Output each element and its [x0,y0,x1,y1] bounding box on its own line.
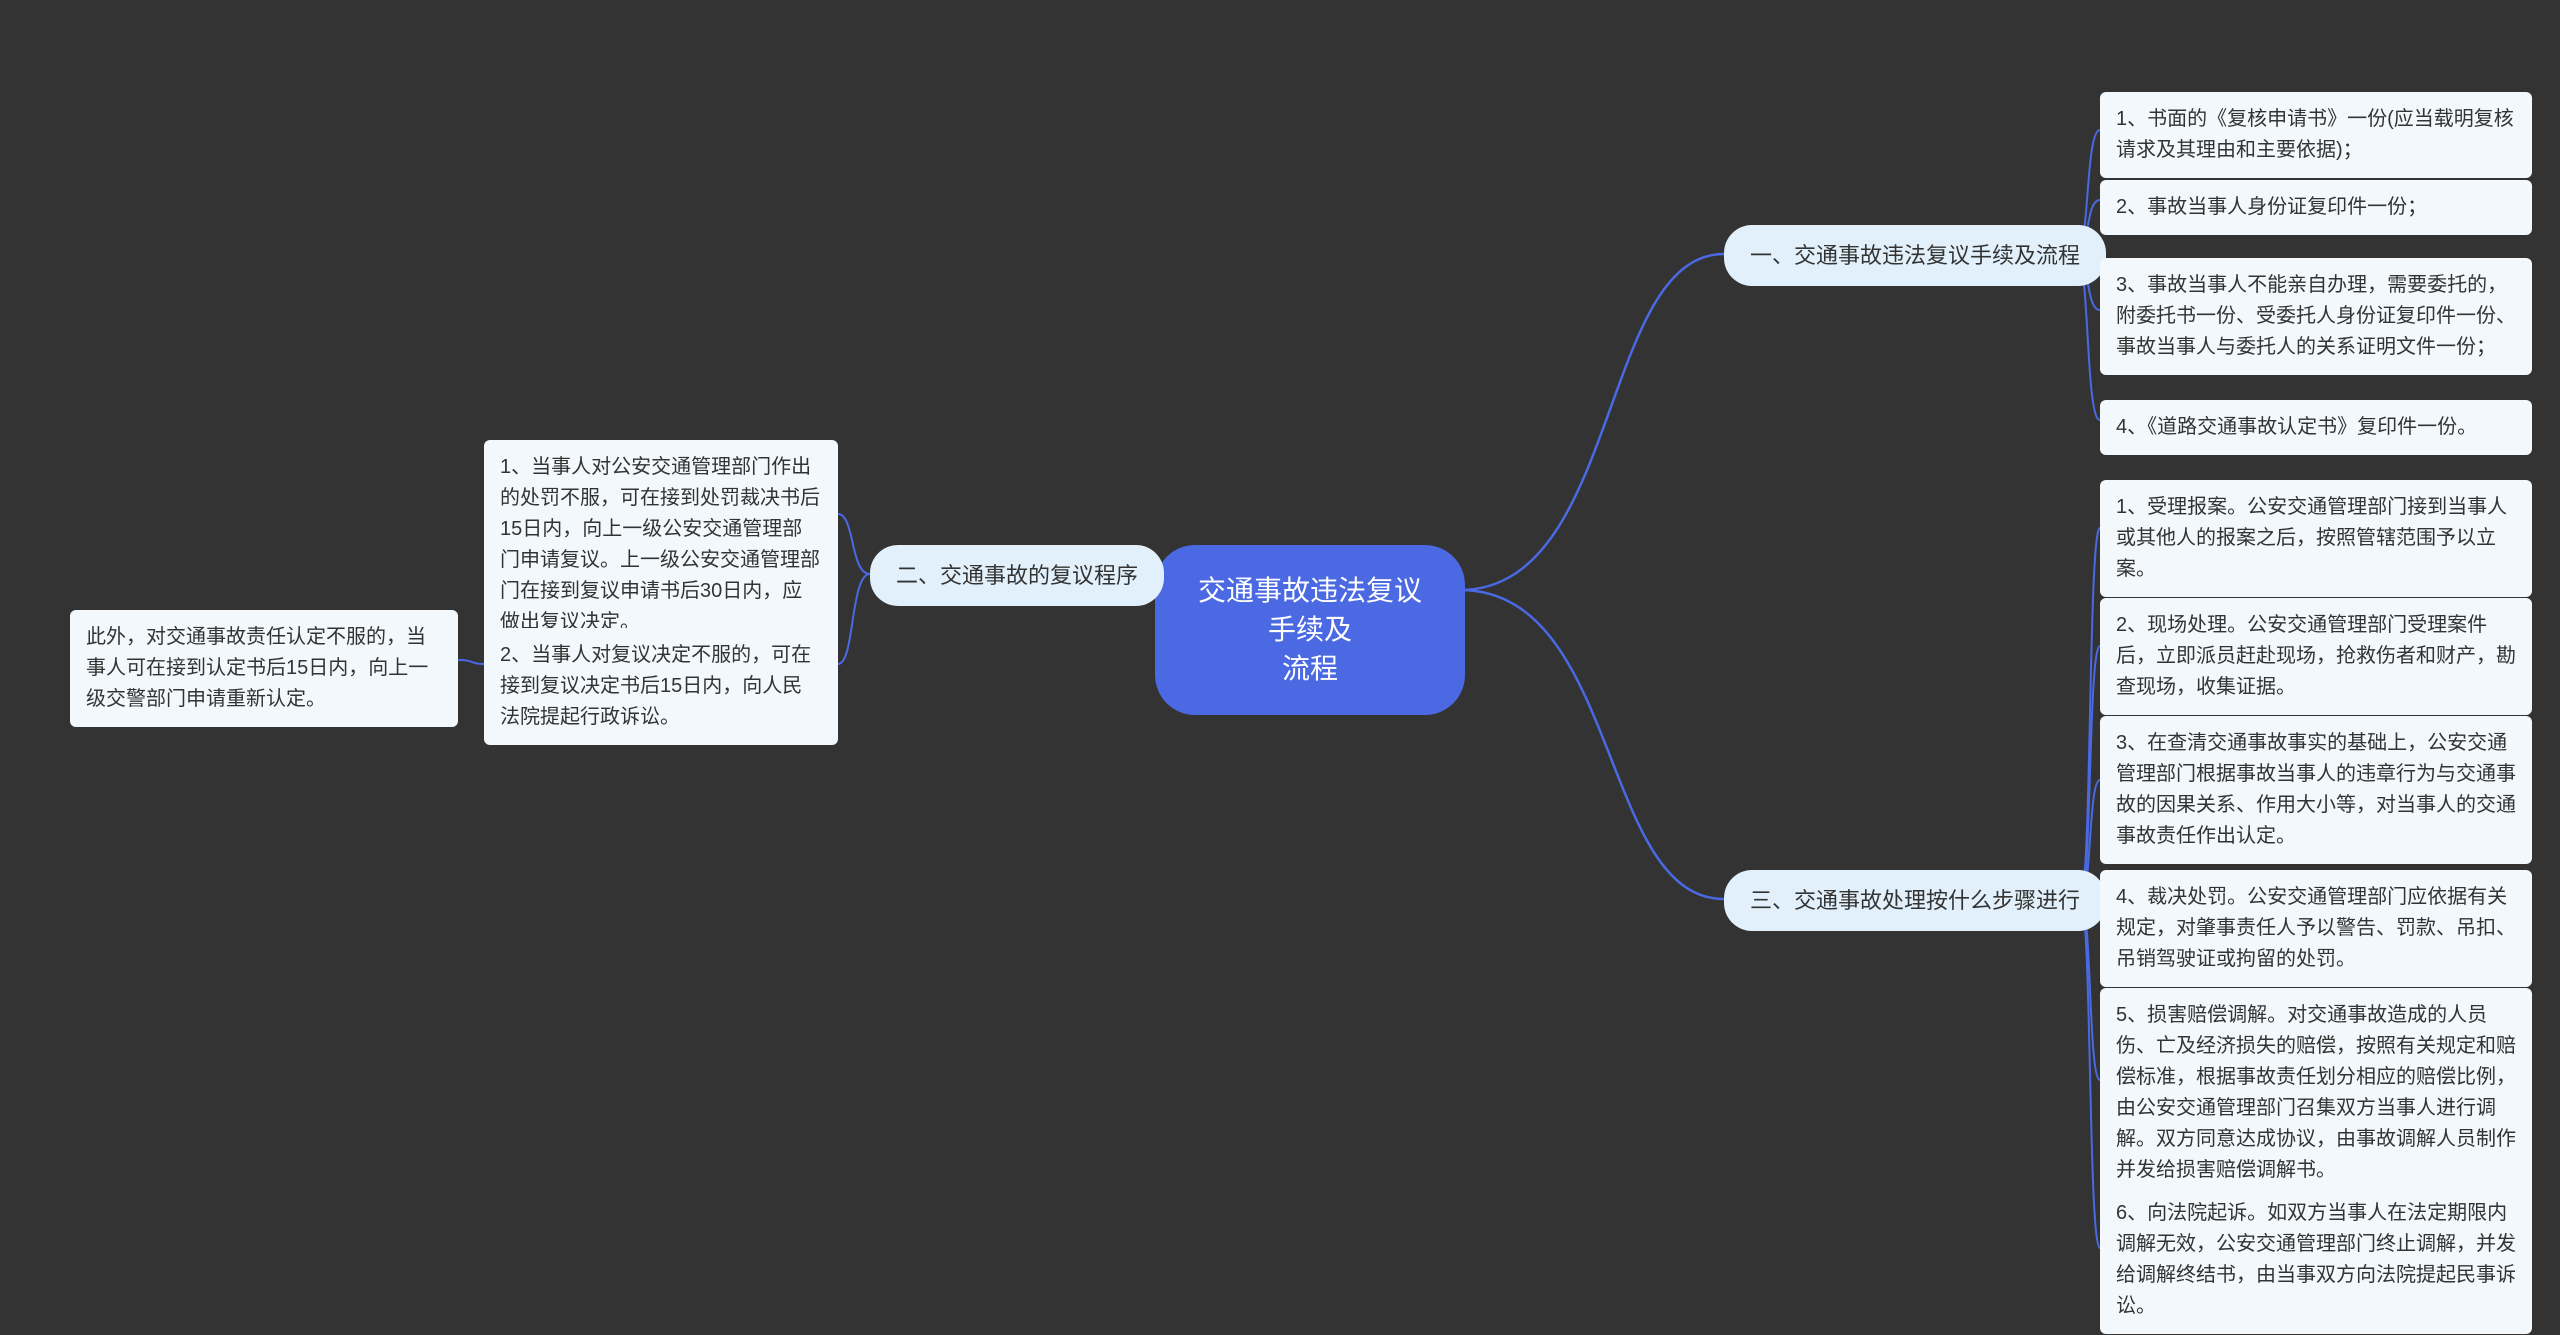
root-title-line1: 交通事故违法复议手续及 [1198,575,1422,645]
branch-1-leaf-4[interactable]: 4、《道路交通事故认定书》复印件一份。 [2100,400,2532,455]
leaf-text: 1、受理报案。公安交通管理部门接到当事人或其他人的报案之后，按照管辖范围予以立案… [2116,496,2507,580]
leaf-text: 1、书面的《复核申请书》一份(应当载明复核请求及其理由和主要依据)； [2116,108,2514,161]
branch-3-leaf-4[interactable]: 4、裁决处罚。公安交通管理部门应依据有关规定，对肇事责任人予以警告、罚款、吊扣、… [2100,870,2532,987]
leaf-text: 3、事故当事人不能亲自办理，需要委托的，附委托书一份、受委托人身份证复印件一份、… [2116,274,2516,358]
branch-2-subleaf[interactable]: 此外，对交通事故责任认定不服的，当事人可在接到认定书后15日内，向上一级交警部门… [70,610,458,727]
branch-3-leaf-5[interactable]: 5、损害赔偿调解。对交通事故造成的人员伤、亡及经济损失的赔偿，按照有关规定和赔偿… [2100,988,2532,1198]
branch-2[interactable]: 二、交通事故的复议程序 [870,545,1164,606]
leaf-text: 此外，对交通事故责任认定不服的，当事人可在接到认定书后15日内，向上一级交警部门… [86,626,428,710]
branch-2-label: 二、交通事故的复议程序 [896,563,1138,588]
leaf-text: 3、在查清交通事故事实的基础上，公安交通管理部门根据事故当事人的违章行为与交通事… [2116,732,2516,847]
leaf-text: 2、现场处理。公安交通管理部门受理案件后，立即派员赶赴现场，抢救伤者和财产，勘查… [2116,614,2516,698]
branch-2-leaf-1[interactable]: 1、当事人对公安交通管理部门作出的处罚不服，可在接到处罚裁决书后15日内，向上一… [484,440,838,650]
leaf-text: 2、当事人对复议决定不服的，可在接到复议决定书后15日内，向人民法院提起行政诉讼… [500,644,811,728]
branch-2-leaf-2[interactable]: 2、当事人对复议决定不服的，可在接到复议决定书后15日内，向人民法院提起行政诉讼… [484,628,838,745]
root-node[interactable]: 交通事故违法复议手续及 流程 [1155,545,1465,715]
leaf-text: 2、事故当事人身份证复印件一份； [2116,196,2427,218]
branch-3-label: 三、交通事故处理按什么步骤进行 [1750,888,2080,913]
leaf-text: 5、损害赔偿调解。对交通事故造成的人员伤、亡及经济损失的赔偿，按照有关规定和赔偿… [2116,1004,2516,1181]
branch-3-leaf-3[interactable]: 3、在查清交通事故事实的基础上，公安交通管理部门根据事故当事人的违章行为与交通事… [2100,716,2532,864]
leaf-text: 4、裁决处罚。公安交通管理部门应依据有关规定，对肇事责任人予以警告、罚款、吊扣、… [2116,886,2516,970]
branch-3-leaf-1[interactable]: 1、受理报案。公安交通管理部门接到当事人或其他人的报案之后，按照管辖范围予以立案… [2100,480,2532,597]
branch-1[interactable]: 一、交通事故违法复议手续及流程 [1724,225,2106,286]
branch-3[interactable]: 三、交通事故处理按什么步骤进行 [1724,870,2106,931]
leaf-text: 6、向法院起诉。如双方当事人在法定期限内调解无效，公安交通管理部门终止调解，并发… [2116,1202,2516,1317]
branch-1-label: 一、交通事故违法复议手续及流程 [1750,243,2080,268]
branch-1-leaf-2[interactable]: 2、事故当事人身份证复印件一份； [2100,180,2532,235]
branch-1-leaf-1[interactable]: 1、书面的《复核申请书》一份(应当载明复核请求及其理由和主要依据)； [2100,92,2532,178]
root-title-line2: 流程 [1282,653,1338,684]
leaf-text: 4、《道路交通事故认定书》复印件一份。 [2116,416,2477,438]
branch-3-leaf-2[interactable]: 2、现场处理。公安交通管理部门受理案件后，立即派员赶赴现场，抢救伤者和财产，勘查… [2100,598,2532,715]
leaf-text: 1、当事人对公安交通管理部门作出的处罚不服，可在接到处罚裁决书后15日内，向上一… [500,456,820,633]
branch-3-leaf-6[interactable]: 6、向法院起诉。如双方当事人在法定期限内调解无效，公安交通管理部门终止调解，并发… [2100,1186,2532,1334]
branch-1-leaf-3[interactable]: 3、事故当事人不能亲自办理，需要委托的，附委托书一份、受委托人身份证复印件一份、… [2100,258,2532,375]
